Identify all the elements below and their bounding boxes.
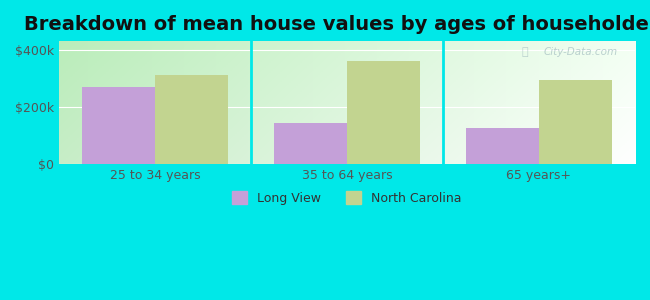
Bar [466,128,539,164]
Bar [155,76,228,164]
Title: Breakdown of mean house values by ages of householders: Breakdown of mean house values by ages o… [24,15,650,34]
Text: ⓘ: ⓘ [522,47,528,57]
Bar [82,87,155,164]
Bar [539,80,612,164]
Text: City-Data.com: City-Data.com [543,47,618,57]
Bar [274,123,347,164]
Legend: Long View, North Carolina: Long View, North Carolina [227,186,467,210]
Bar [347,61,420,164]
